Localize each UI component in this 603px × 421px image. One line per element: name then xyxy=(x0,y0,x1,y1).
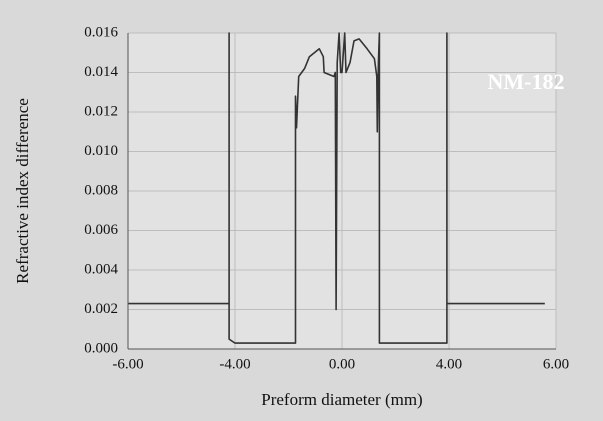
y-axis-label: Refractive index difference xyxy=(13,98,32,284)
y-tick-label: 0.016 xyxy=(84,24,118,40)
x-tick-label: -4.00 xyxy=(219,356,250,372)
x-axis-label: Preform diameter (mm) xyxy=(261,390,422,409)
x-tick-label: 4.00 xyxy=(436,356,462,372)
y-tick-label: 0.004 xyxy=(84,261,118,277)
y-tick-label: 0.014 xyxy=(84,64,118,80)
y-tick-label: 0.006 xyxy=(84,222,118,238)
y-tick-label: 0.008 xyxy=(84,182,118,198)
marks xyxy=(128,32,545,344)
y-tick-label: 0.000 xyxy=(84,340,118,356)
y-tick-label: 0.002 xyxy=(84,301,118,317)
x-tick-label: 6.00 xyxy=(543,356,569,372)
x-tick-label: 0.00 xyxy=(329,356,355,372)
y-tick-label: 0.010 xyxy=(84,143,118,159)
profile-line xyxy=(128,32,545,344)
x-tick-label: -6.00 xyxy=(112,356,143,372)
y-tick-label: 0.012 xyxy=(84,103,118,119)
annotation: NM-182 xyxy=(488,69,565,94)
